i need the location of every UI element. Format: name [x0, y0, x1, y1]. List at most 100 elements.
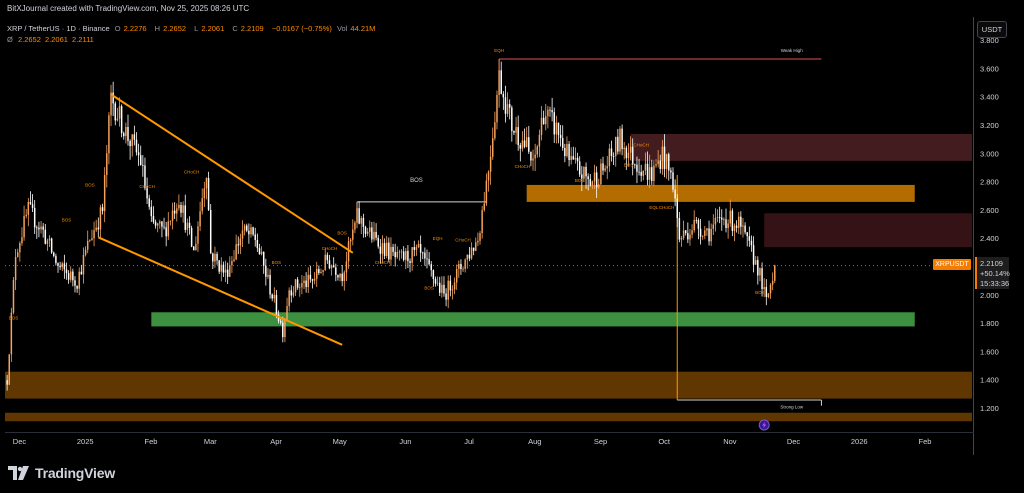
- candle-body: [16, 252, 19, 258]
- candle-body: [455, 268, 458, 283]
- candle-body: [534, 154, 536, 159]
- candle-body: [265, 265, 267, 277]
- candle-body: [729, 210, 731, 224]
- candle-body: [545, 116, 547, 125]
- candle-body: [555, 122, 558, 135]
- candle-body: [451, 289, 454, 291]
- candle-body: [634, 164, 636, 166]
- candle-body: [290, 290, 293, 296]
- candle-body: [521, 140, 524, 149]
- candle-body: [407, 250, 409, 262]
- candle-body: [65, 269, 68, 274]
- candle-body: [383, 243, 386, 256]
- candle-body: [106, 153, 108, 176]
- candle-body: [578, 161, 581, 175]
- candle-body: [695, 219, 698, 221]
- candle-body: [714, 217, 717, 225]
- price-chart[interactable]: BOS BOS BOS CHoCH CHoCH BOS CHoCH BOS CHoCH EQH BO…: [0, 0, 1024, 455]
- change-value: −0.0167 (−0.75%): [271, 24, 332, 33]
- annotation-label: EQH: [494, 48, 504, 53]
- candle-body: [59, 265, 61, 268]
- candle-body: [176, 208, 178, 214]
- candle-body: [523, 140, 526, 147]
- candle-body: [6, 380, 8, 385]
- candle-body: [273, 294, 276, 299]
- candle-body: [623, 147, 625, 150]
- candle-body: [237, 244, 240, 246]
- candle-body: [262, 251, 265, 266]
- candle-body: [95, 227, 97, 231]
- candle-body: [721, 217, 723, 220]
- candle-body: [670, 170, 672, 173]
- candle-body: [602, 163, 604, 171]
- candle-body: [718, 217, 721, 219]
- candle-body: [682, 230, 685, 238]
- header-credit: BitXJournal created with TradingView.com…: [7, 4, 250, 13]
- candle-body: [137, 152, 140, 156]
- candle-body: [445, 293, 447, 300]
- candle-body: [405, 250, 407, 260]
- candle-body: [485, 180, 488, 204]
- candle-body: [150, 206, 153, 217]
- candle-body: [566, 144, 568, 156]
- candle-body: [411, 247, 413, 263]
- candle-body: [441, 284, 443, 293]
- candle-body: [426, 258, 428, 260]
- candle-body: [530, 151, 532, 161]
- candle-body: [209, 210, 212, 254]
- candle-body: [708, 228, 710, 242]
- candle-body: [489, 156, 492, 172]
- candle-body: [627, 152, 630, 159]
- candle-body: [10, 312, 13, 355]
- time-tick-label: 2026: [851, 437, 868, 446]
- symbol-label[interactable]: XRP / TetherUS · 1D · Binance: [7, 24, 110, 33]
- candle-body: [388, 242, 390, 260]
- candle-body: [538, 134, 541, 147]
- candle-body: [154, 221, 157, 226]
- candle-body: [576, 157, 579, 162]
- candle-body: [754, 260, 757, 265]
- candle-body: [292, 292, 295, 296]
- lower-trendline: [97, 236, 343, 346]
- candle-body: [515, 127, 517, 133]
- candle-body: [504, 97, 507, 114]
- candle-body: [564, 147, 566, 156]
- candle-body: [371, 227, 373, 240]
- candle-body: [38, 227, 40, 230]
- annotation-label: CHoCH: [455, 238, 471, 243]
- tradingview-logo[interactable]: TradingView: [8, 465, 115, 481]
- candle-body: [21, 237, 23, 244]
- currency-button[interactable]: USDT: [977, 21, 1007, 38]
- candle-body: [25, 214, 27, 217]
- candle-body: [587, 176, 589, 180]
- candle-body: [197, 226, 199, 244]
- candle-body: [676, 198, 678, 219]
- candles-layer: [6, 58, 776, 391]
- candle-body: [436, 282, 439, 284]
- candle-body: [765, 287, 768, 297]
- candle-body: [123, 133, 125, 137]
- candle-body: [506, 104, 509, 114]
- indicator-legend[interactable]: Ø 2.2652 2.2061 2.2111: [7, 35, 96, 44]
- supply-zone-orange: [526, 184, 915, 202]
- candle-body: [757, 260, 759, 276]
- candle-body: [496, 94, 498, 123]
- candle-body: [699, 228, 702, 237]
- annotation-label: BOS: [575, 178, 585, 183]
- candle-body: [114, 103, 117, 121]
- candle-body: [332, 265, 335, 268]
- candle-body: [328, 260, 331, 269]
- candle-body: [574, 157, 577, 160]
- candle-body: [494, 122, 496, 139]
- volume-value: 44.21M: [350, 24, 376, 33]
- candle-body: [212, 253, 214, 262]
- price-tick-label: 3.400: [980, 93, 999, 102]
- candle-body: [97, 227, 100, 230]
- candle-body: [402, 251, 405, 260]
- price-tick-label: 1.200: [980, 404, 999, 413]
- candle-body: [120, 106, 123, 134]
- annotation-label: Strong Low: [780, 405, 804, 410]
- trendlines-layer: [97, 93, 354, 346]
- open-value: 2.2276: [123, 24, 147, 33]
